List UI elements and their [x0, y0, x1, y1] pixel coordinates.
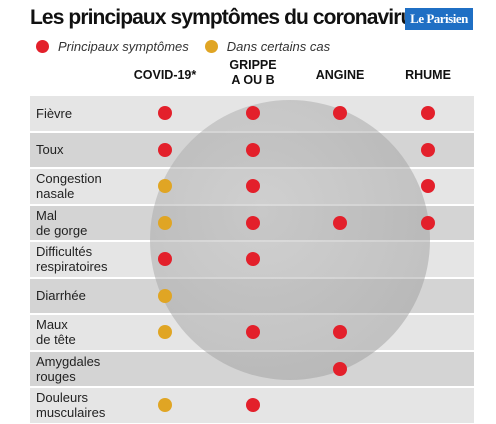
row-label: Congestion nasale: [36, 171, 102, 202]
row-label: Maux de tête: [36, 317, 76, 348]
legend-text: Dans certains cas: [226, 39, 331, 54]
symptom-dot: [333, 106, 347, 121]
legend-dot: [204, 40, 218, 53]
symptom-dot: [421, 142, 435, 157]
row-label: Diarrhée: [36, 288, 86, 304]
symptom-dot: [158, 398, 172, 413]
column-header: GRIPPE A OU B: [229, 58, 277, 87]
symptom-dot: [333, 215, 347, 230]
column-header: ANGINE: [315, 68, 365, 82]
logo: Le Parisien: [405, 8, 473, 30]
symptom-dot: [246, 398, 260, 413]
symptom-dot: [246, 215, 260, 230]
row-label: Fièvre: [36, 105, 73, 121]
symptom-dot: [246, 179, 260, 194]
row-label: Douleurs musculaires: [36, 390, 106, 421]
symptom-dot: [158, 142, 172, 157]
row-label: Mal de gorge: [36, 207, 88, 238]
symptom-dot: [421, 215, 435, 230]
symptom-dot: [158, 215, 172, 230]
row-label: Difficultés respiratoires: [36, 244, 108, 275]
symptom-dot: [246, 106, 260, 121]
title: Les principaux symptômes du coronavirus: [30, 6, 424, 29]
legend-text: Principaux symptômes: [58, 39, 189, 54]
symptom-dot: [421, 106, 435, 121]
symptom-dot: [158, 252, 172, 267]
column-header: RHUME: [405, 68, 451, 82]
symptom-dot: [333, 361, 347, 376]
column-header: COVID-19*: [133, 68, 197, 82]
symptom-dot: [158, 288, 172, 303]
symptom-dot: [421, 179, 435, 194]
row-label: Toux: [36, 142, 64, 158]
symptom-dot: [246, 142, 260, 157]
symptom-dot: [158, 106, 172, 121]
symptom-dot: [158, 179, 172, 194]
symptom-dot: [158, 325, 172, 340]
virus-image: [150, 100, 430, 380]
symptom-dot: [246, 325, 260, 340]
row-label: Amygdales rouges: [36, 353, 101, 384]
legend-dot: [36, 40, 49, 53]
symptom-dot: [246, 252, 260, 267]
symptom-dot: [333, 325, 347, 340]
